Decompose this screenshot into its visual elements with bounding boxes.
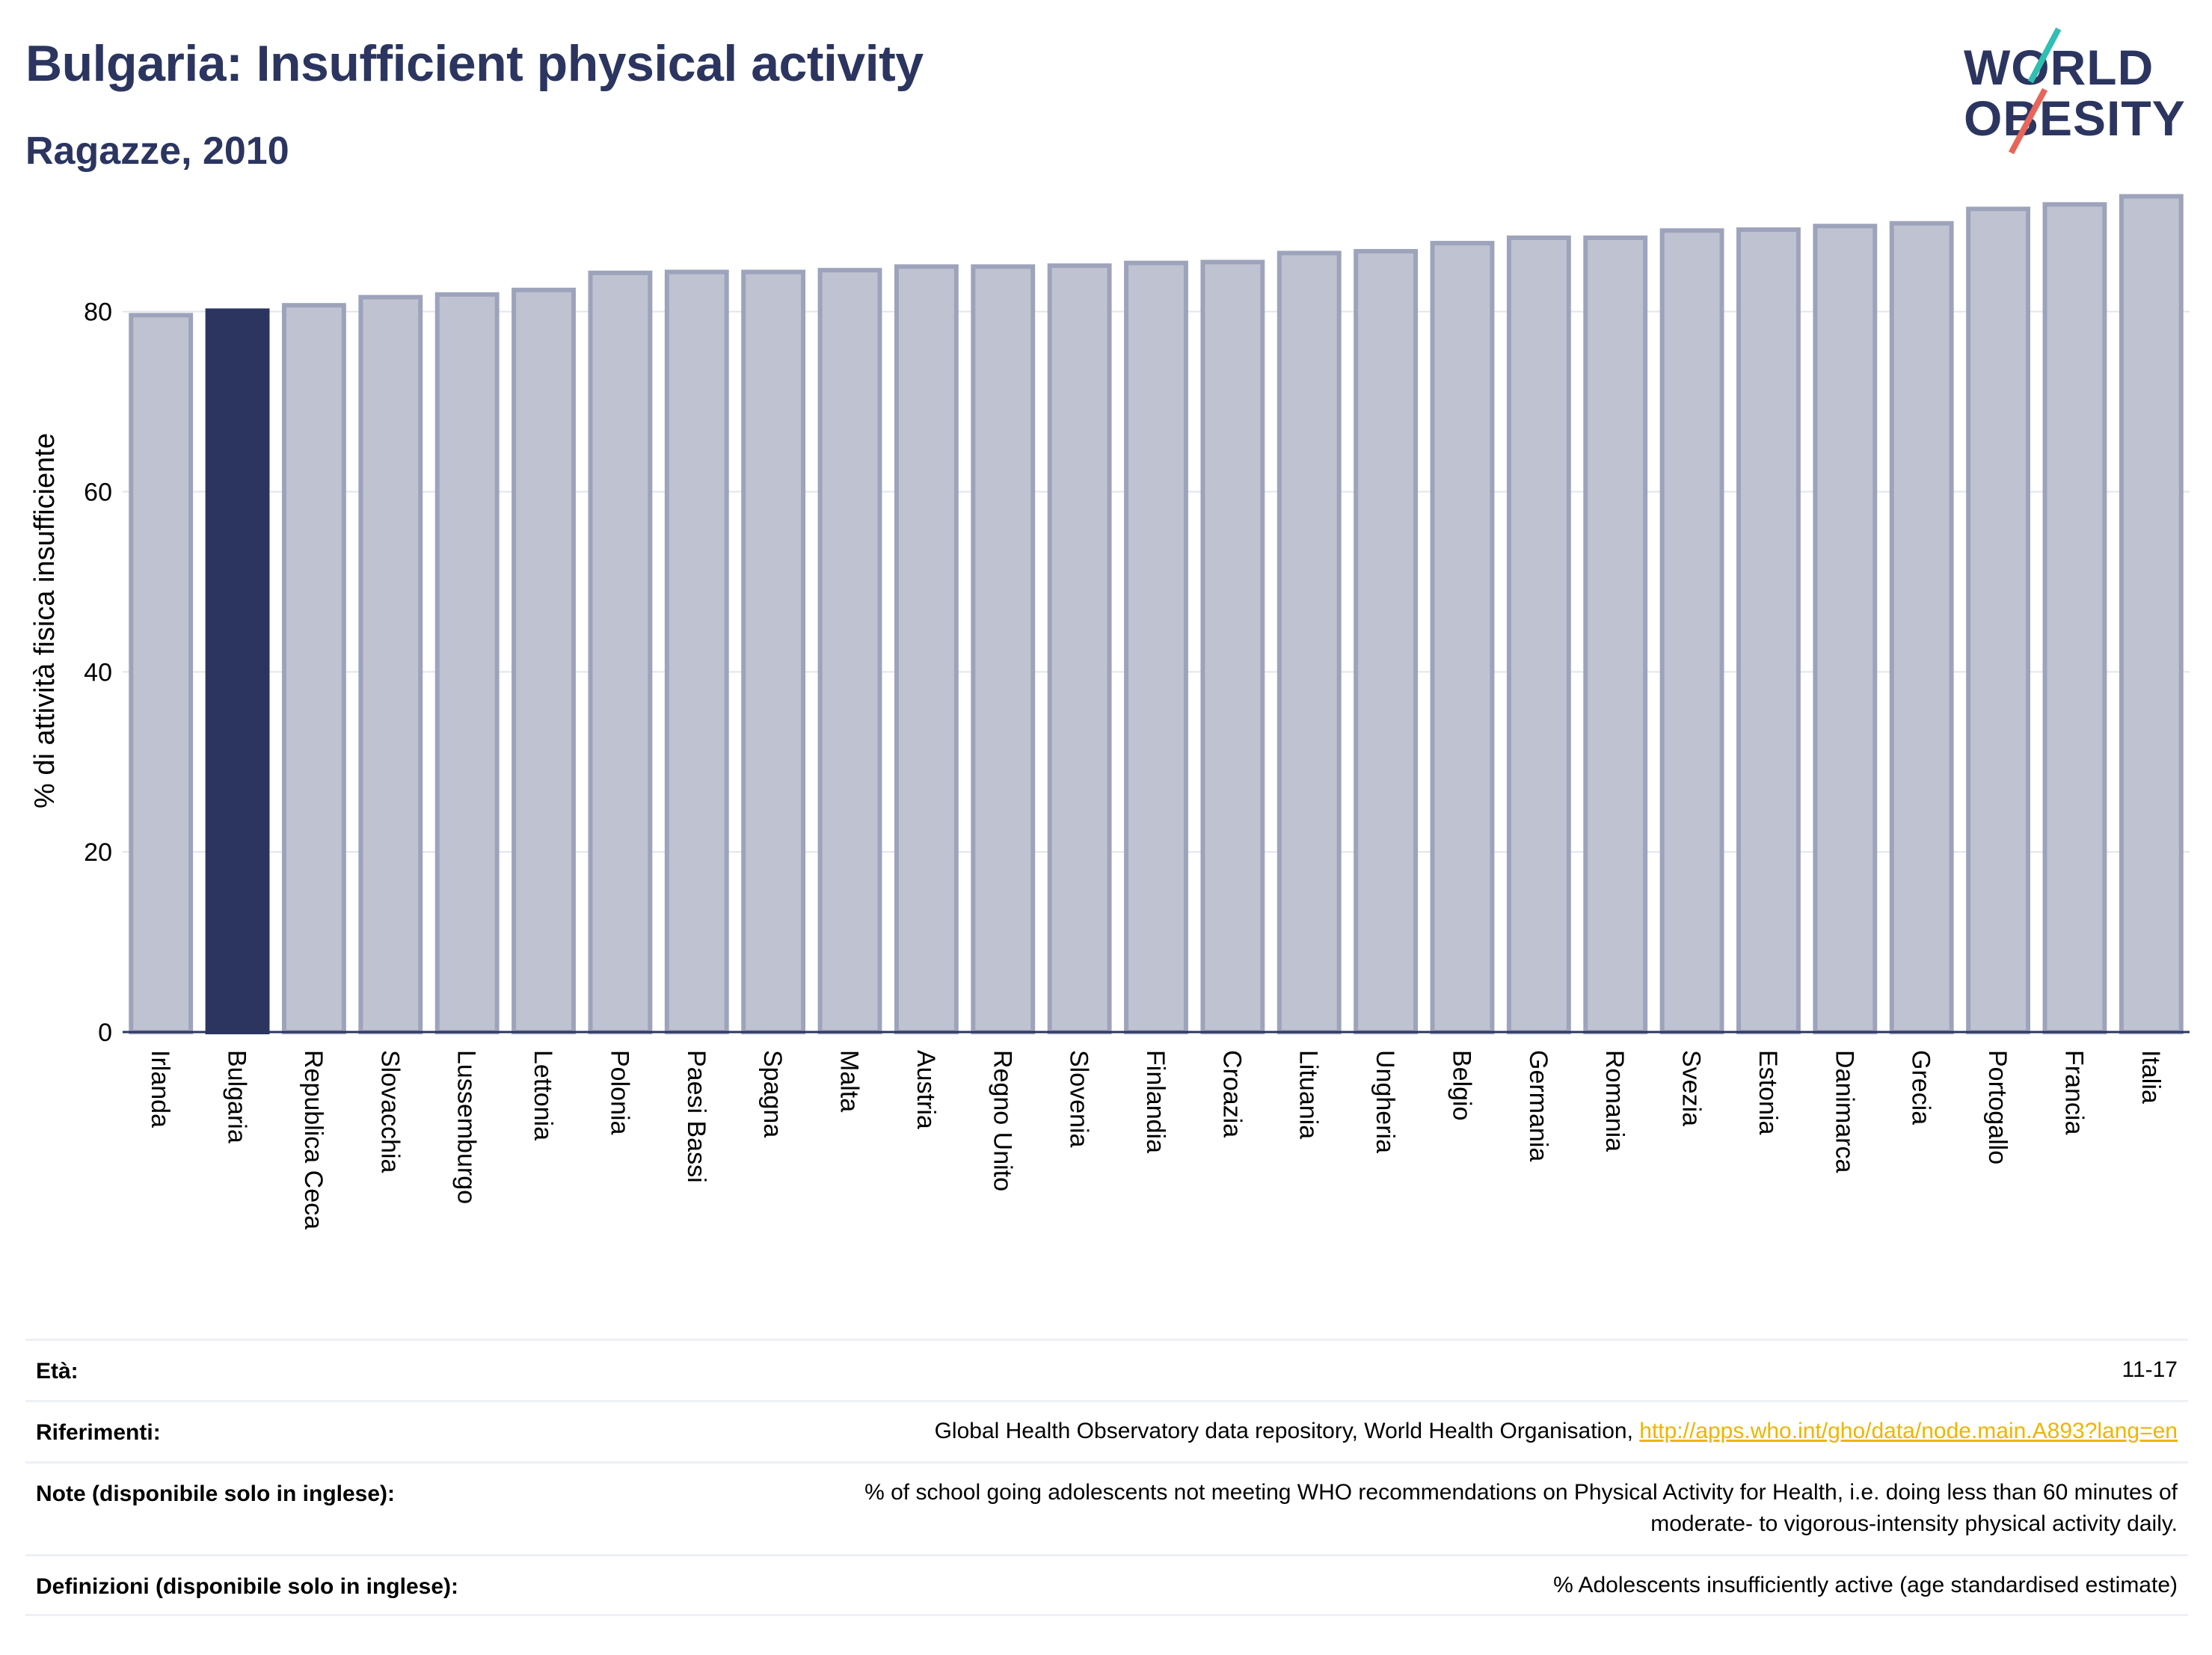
bar-francia[interactable] bbox=[2042, 202, 2107, 1034]
bar-belgio[interactable] bbox=[1430, 241, 1495, 1034]
x-tick-label: Paesi Bassi bbox=[682, 1050, 710, 1183]
bars bbox=[129, 194, 2184, 1035]
bar-chart: 0 20 40 60 80 Irlanda Bulgaria Republica Ceca S… bbox=[29, 194, 2190, 1229]
bar-austria[interactable] bbox=[894, 264, 959, 1034]
y-axis-ticks: 0 20 40 60 80 bbox=[84, 298, 112, 1047]
bar-republica-ceca[interactable] bbox=[282, 303, 346, 1035]
age-value: 11-17 bbox=[2122, 1357, 2178, 1382]
bar-croazia[interactable] bbox=[1200, 260, 1265, 1034]
bar-ungheria[interactable] bbox=[1354, 248, 1419, 1034]
notes-label: Note (disponibile solo in inglese): bbox=[36, 1481, 396, 1506]
x-tick-label: Germania bbox=[1524, 1050, 1552, 1161]
y-tick-label: 80 bbox=[84, 298, 112, 327]
x-tick-label: Romania bbox=[1600, 1050, 1629, 1152]
x-tick-label: Regno Unito bbox=[988, 1050, 1016, 1191]
references-value: Global Health Observatory data repositor… bbox=[935, 1416, 2178, 1447]
y-axis-label: % di attività fisica insufficiente bbox=[29, 433, 61, 808]
bar-estonia[interactable] bbox=[1736, 227, 1801, 1034]
references-link[interactable]: http://apps.who.int/gho/data/node.main.A… bbox=[1639, 1419, 2178, 1443]
bar-paesi-bassi[interactable] bbox=[664, 269, 729, 1034]
bar-irlanda[interactable] bbox=[129, 313, 194, 1034]
x-tick-label: Malta bbox=[835, 1050, 864, 1112]
world-obesity-logo: WORLD OBESITY bbox=[1952, 22, 2199, 157]
chart-title: Bulgaria: Insufficient physical activity bbox=[25, 35, 924, 92]
y-tick-label: 60 bbox=[84, 478, 112, 506]
bar-italia[interactable] bbox=[2119, 194, 2184, 1034]
x-tick-label: Spagna bbox=[758, 1050, 787, 1137]
chart-subtitle: Ragazze, 2010 bbox=[25, 129, 289, 173]
x-tick-label: Grecia bbox=[1907, 1050, 1935, 1125]
x-tick-label: Austria bbox=[912, 1050, 940, 1129]
y-tick-label: 0 bbox=[98, 1019, 112, 1047]
x-tick-label: Belgio bbox=[1447, 1050, 1475, 1121]
bar-lussemburgo[interactable] bbox=[434, 292, 500, 1034]
x-tick-label: Slovacchia bbox=[375, 1050, 404, 1173]
x-tick-label: Danimarca bbox=[1830, 1050, 1858, 1173]
x-tick-label: Svezia bbox=[1677, 1050, 1706, 1126]
definitions-value: % Adolescents insufficiently active (age… bbox=[1553, 1573, 2178, 1597]
bar-regno-unito[interactable] bbox=[971, 264, 1036, 1034]
x-tick-label: Italia bbox=[2136, 1050, 2165, 1104]
bar-svezia[interactable] bbox=[1659, 228, 1724, 1034]
bar-romania[interactable] bbox=[1583, 235, 1648, 1034]
meta-bottom-rule bbox=[25, 1614, 2188, 1616]
y-tick-label: 40 bbox=[84, 658, 112, 687]
x-tick-label: Lituania bbox=[1294, 1050, 1323, 1139]
x-tick-label: Irlanda bbox=[146, 1050, 174, 1128]
bar-portogallo[interactable] bbox=[1966, 206, 2030, 1035]
bar-bulgaria[interactable] bbox=[205, 308, 270, 1034]
x-tick-label: Polonia bbox=[605, 1050, 633, 1135]
x-tick-label: Lussemburgo bbox=[452, 1050, 481, 1204]
x-tick-label: Portogallo bbox=[1983, 1050, 2012, 1164]
bar-finlandia[interactable] bbox=[1124, 260, 1188, 1034]
x-tick-label: Estonia bbox=[1754, 1050, 1782, 1134]
x-tick-label: Bulgaria bbox=[223, 1050, 251, 1143]
definitions-label: Definizioni (disponibile solo in inglese… bbox=[36, 1574, 459, 1599]
notes-value: % of school going adolescents not meetin… bbox=[864, 1477, 2178, 1540]
x-tick-label: Francia bbox=[2059, 1050, 2088, 1134]
logo-line-2: OBESITY bbox=[1964, 90, 2186, 146]
bar-lituania[interactable] bbox=[1276, 251, 1342, 1034]
x-tick-label: Finlandia bbox=[1141, 1050, 1170, 1153]
bar-polonia[interactable] bbox=[588, 270, 653, 1034]
references-text: Global Health Observatory data repositor… bbox=[934, 1419, 1633, 1443]
bar-slovacchia[interactable] bbox=[358, 295, 423, 1034]
bar-grecia[interactable] bbox=[1889, 221, 1954, 1035]
bar-lettonia[interactable] bbox=[511, 287, 576, 1034]
meta-row-definitions: Definizioni (disponibile solo in inglese… bbox=[25, 1554, 2188, 1616]
references-label: Riferimenti: bbox=[36, 1420, 161, 1445]
x-tick-label: Lettonia bbox=[529, 1050, 557, 1140]
notes-line-1: % of school going adolescents not meetin… bbox=[864, 1480, 2178, 1505]
meta-row-notes: Note (disponibile solo in inglese): % of… bbox=[25, 1461, 2188, 1556]
meta-row-references: Riferimenti: Global Health Observatory d… bbox=[25, 1400, 2188, 1464]
y-tick-label: 20 bbox=[84, 838, 112, 867]
x-tick-label: Slovenia bbox=[1065, 1050, 1093, 1148]
meta-row-age: Età: 11-17 bbox=[25, 1339, 2188, 1402]
age-label: Età: bbox=[36, 1359, 79, 1384]
x-tick-label: Republica Ceca bbox=[299, 1050, 328, 1229]
bar-danimarca[interactable] bbox=[1813, 224, 1878, 1034]
x-tick-label: Croazia bbox=[1217, 1050, 1246, 1137]
bar-malta[interactable] bbox=[817, 268, 882, 1034]
x-tick-label: Ungheria bbox=[1371, 1050, 1399, 1153]
x-axis-ticks: Irlanda Bulgaria Republica Ceca Slovacchia L… bbox=[146, 1050, 2165, 1229]
bar-spagna[interactable] bbox=[741, 269, 806, 1034]
bar-slovenia[interactable] bbox=[1047, 263, 1112, 1035]
bar-germania[interactable] bbox=[1506, 235, 1571, 1034]
notes-line-2: moderate- to vigorous-intensity physical… bbox=[1650, 1511, 2178, 1536]
logo-line-1: WORLD bbox=[1964, 40, 2154, 95]
